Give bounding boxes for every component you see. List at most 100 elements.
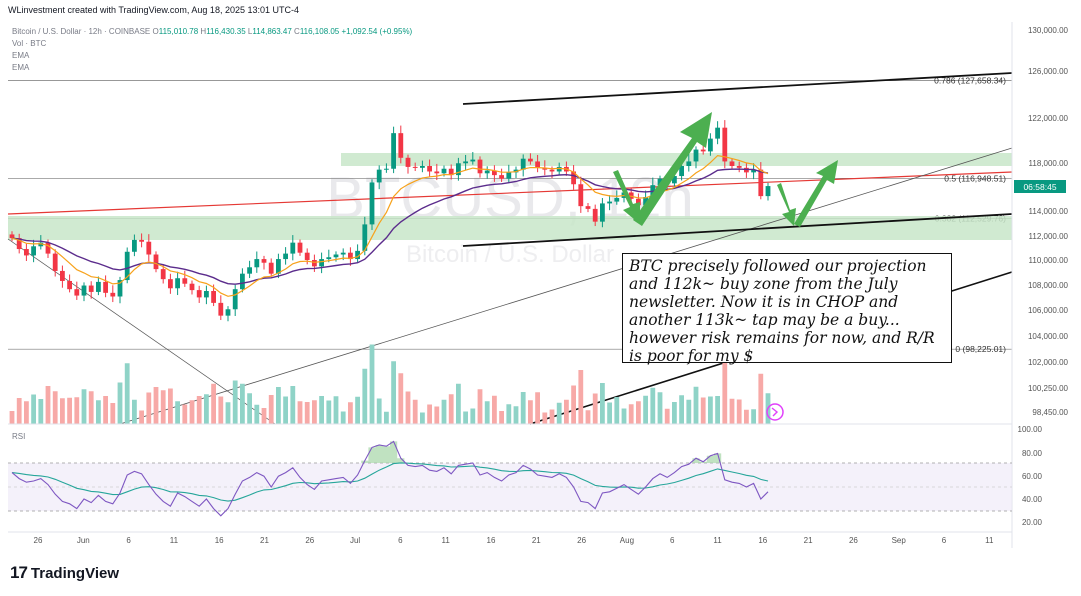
candle-body <box>355 250 360 260</box>
resistance-zone[interactable] <box>341 153 1012 166</box>
candle-body <box>592 208 598 222</box>
time-tick-label: 11 <box>170 536 179 545</box>
volume-bar <box>290 386 296 424</box>
channel-bottom-line[interactable] <box>462 213 1013 247</box>
candle-body <box>153 254 159 270</box>
red-trendline[interactable] <box>7 171 1013 215</box>
candle-body <box>636 198 641 206</box>
fib-label: 0.5 (116,948.51) <box>944 173 1006 183</box>
candle-body <box>319 259 324 267</box>
volume-bar <box>362 368 368 424</box>
descending-trendline[interactable] <box>7 238 276 425</box>
time-tick-label: 11 <box>442 536 451 545</box>
candle-body <box>225 309 231 316</box>
volume-bar <box>247 393 252 424</box>
tradingview-mark-icon: 17 <box>10 563 28 582</box>
candle-body <box>744 167 749 173</box>
volume-bar <box>225 402 231 424</box>
candle-body <box>693 149 699 162</box>
candle-body <box>160 269 166 280</box>
time-tick-label: 26 <box>305 536 314 545</box>
candle-body <box>168 279 173 289</box>
candle-body <box>247 267 252 274</box>
ohlc-high: 116,430.35 <box>206 27 246 36</box>
time-tick-label: 21 <box>532 536 541 545</box>
volume-bar <box>420 412 425 424</box>
candle-body <box>391 133 396 169</box>
volume-bar <box>9 411 15 424</box>
time-tick-label: Aug <box>620 536 634 545</box>
volume-bar <box>391 361 396 424</box>
volume-bar <box>376 398 382 424</box>
volume-bar <box>542 412 548 424</box>
volume-bar <box>276 387 281 424</box>
volume-bar <box>643 395 648 424</box>
channel-top-line[interactable] <box>462 72 1013 105</box>
tradingview-logo[interactable]: 17 TradingView <box>10 563 119 583</box>
ohlc-low-label: L <box>247 27 253 36</box>
candle-body <box>535 161 540 168</box>
candle-body <box>182 278 188 284</box>
candle-body <box>110 292 116 297</box>
candle-body <box>700 149 706 152</box>
candle-body <box>600 203 605 222</box>
ascending-trendline[interactable] <box>119 147 1013 425</box>
rsi-legend[interactable]: RSI <box>12 432 26 441</box>
ohlc-change: +1,092.54 (+0.95%) <box>341 27 413 36</box>
candle-body <box>283 253 288 260</box>
time-tick-label: 6 <box>942 536 947 545</box>
buy-zone[interactable] <box>8 216 1012 240</box>
volume-bar <box>384 411 389 424</box>
symbol-legend[interactable]: Bitcoin / U.S. Dollar · 12h · COINBASE O… <box>12 27 412 36</box>
candle-body <box>369 182 375 225</box>
candle-body <box>218 302 224 316</box>
candle-body <box>758 169 764 197</box>
candle-body <box>362 224 368 251</box>
candle-body <box>38 242 44 247</box>
price-axis[interactable]: 130,000.00 126,000.00 122,000.00 118,000.00… <box>1028 26 1069 417</box>
ema-legend-2[interactable]: EMA <box>12 63 30 72</box>
price-tick-label: 126,000.00 <box>1028 67 1069 76</box>
time-tick-label: 26 <box>34 536 43 545</box>
volume-bar <box>124 363 130 424</box>
candle-body <box>585 206 591 209</box>
time-tick-label: 16 <box>487 536 496 545</box>
candle-body <box>384 168 389 170</box>
annotation-note[interactable]: BTC precisely followed our projection an… <box>622 253 952 365</box>
candle-body <box>434 171 440 174</box>
volume-bar <box>470 408 476 424</box>
candle-body <box>297 242 303 253</box>
candle-body <box>729 161 735 166</box>
candle-body <box>528 158 533 162</box>
volume-bar <box>736 399 742 424</box>
replay-icon[interactable] <box>766 403 784 421</box>
price-tick-label: 130,000.00 <box>1028 26 1069 35</box>
volume-bar <box>744 409 749 424</box>
volume-bar <box>722 361 728 424</box>
volume-bar <box>700 397 706 424</box>
price-tick-label: 118,000.00 <box>1029 159 1069 168</box>
candle-body <box>657 178 663 186</box>
volume-bar <box>729 398 735 424</box>
candle-body <box>211 291 216 303</box>
volume-bar <box>672 402 677 424</box>
volume-bar <box>240 383 245 424</box>
volume-bar <box>427 404 432 424</box>
volume-bar <box>506 404 512 424</box>
candle-body <box>189 283 195 291</box>
candle-body <box>722 127 728 162</box>
volume-bar <box>578 370 584 424</box>
volume-bar <box>139 410 144 424</box>
time-tick-label: 6 <box>126 536 131 545</box>
candle-body <box>103 281 108 293</box>
time-axis[interactable]: 26 Jun 6 11 16 21 26 Jul 6 11 16 21 26 Aug 6 11 16 21 26 Se… <box>34 536 994 545</box>
volume-bar <box>650 387 656 424</box>
volume-bar <box>477 389 483 424</box>
rsi-tick-label: 100.00 <box>1018 425 1043 434</box>
ema-legend-1[interactable]: EMA <box>12 51 30 60</box>
candle-body <box>139 239 144 242</box>
volume-bar <box>60 398 65 424</box>
volume-legend[interactable]: Vol · BTC <box>12 39 47 48</box>
ohlc-open: 115,010.78 <box>158 27 199 36</box>
